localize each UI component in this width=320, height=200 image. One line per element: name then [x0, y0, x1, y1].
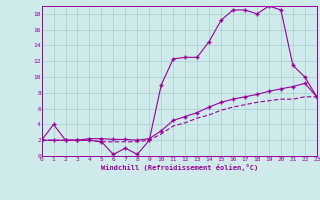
X-axis label: Windchill (Refroidissement éolien,°C): Windchill (Refroidissement éolien,°C) [100, 164, 258, 171]
